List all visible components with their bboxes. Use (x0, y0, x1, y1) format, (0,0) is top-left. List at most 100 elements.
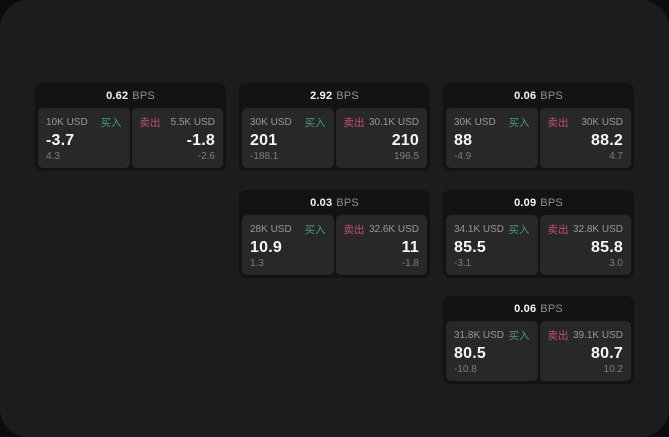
bps-header: 0.03 BPS (239, 190, 430, 215)
sell-tile[interactable]: 卖出 32.8K USD 85.8 3.0 (539, 215, 631, 275)
buy-tile-header: 30K USD 买入 (250, 115, 326, 130)
sell-tile-header: 卖出 32.8K USD (548, 222, 624, 237)
sell-tile[interactable]: 卖出 30K USD 88.2 4.7 (539, 108, 631, 168)
sell-side-label: 卖出 (343, 117, 365, 129)
buy-tile[interactable]: 30K USD 买入 201 -188.1 (242, 108, 334, 168)
quote-tiles: 30K USD 买入 88 -4.9 卖出 30K USD 88.2 4.7 (443, 108, 634, 171)
quote-card: 0.09 BPS 34.1K USD 买入 85.5 -3.1 卖出 32.8K… (443, 190, 634, 278)
bps-unit-label: BPS (540, 302, 563, 315)
buy-delta: -4.9 (454, 151, 472, 162)
quote-card: 0.06 BPS 31.8K USD 买入 80.5 -10.8 卖出 39.1… (443, 296, 634, 384)
buy-tile[interactable]: 31.8K USD 买入 80.5 -10.8 (446, 321, 538, 381)
sell-amount: 5.5K USD (170, 117, 215, 128)
sell-price: 11 (401, 238, 419, 256)
bps-unit-label: BPS (540, 196, 563, 209)
buy-amount: 31.8K USD (454, 330, 505, 341)
sell-delta: -1.8 (401, 258, 419, 269)
sell-side-label: 卖出 (343, 224, 365, 236)
buy-tile[interactable]: 34.1K USD 买入 85.5 -3.1 (446, 215, 538, 275)
quote-tiles: 34.1K USD 买入 85.5 -3.1 卖出 32.8K USD 85.8… (443, 215, 634, 278)
buy-tile[interactable]: 30K USD 买入 88 -4.9 (446, 108, 538, 168)
buy-amount: 30K USD (250, 117, 292, 128)
buy-price: -3.7 (46, 131, 75, 149)
buy-amount: 10K USD (46, 117, 88, 128)
sell-tile-header: 卖出 39.1K USD (548, 328, 624, 343)
sell-delta: 4.7 (609, 151, 623, 162)
sell-amount: 30.1K USD (368, 117, 419, 128)
buy-side-label: 买入 (508, 330, 530, 342)
sell-price: 80.7 (591, 344, 623, 362)
sell-price: 210 (391, 131, 419, 149)
sell-tile-header: 卖出 30.1K USD (344, 115, 420, 130)
bps-header: 0.06 BPS (443, 83, 634, 108)
sell-side-label: 卖出 (547, 117, 569, 129)
bps-unit-label: BPS (336, 196, 359, 209)
bps-value: 0.06 (514, 89, 537, 102)
sell-price: -1.8 (186, 131, 215, 149)
sell-amount: 39.1K USD (572, 330, 623, 341)
quote-card: 0.03 BPS 28K USD 买入 10.9 1.3 卖出 32.6K US… (239, 190, 430, 278)
sell-tile[interactable]: 卖出 30.1K USD 210 196.5 (335, 108, 427, 168)
buy-price: 88 (454, 131, 473, 149)
buy-tile[interactable]: 10K USD 买入 -3.7 4.3 (38, 108, 130, 168)
sell-side-label: 卖出 (547, 224, 569, 236)
buy-delta: -3.1 (454, 258, 472, 269)
buy-side-label: 买入 (304, 117, 326, 129)
buy-side-label: 买入 (508, 224, 530, 236)
buy-delta: -10.8 (454, 364, 477, 375)
quote-card: 0.62 BPS 10K USD 买入 -3.7 4.3 卖出 5.5K USD… (35, 83, 226, 171)
buy-tile-header: 31.8K USD 买入 (454, 328, 530, 343)
buy-tile-header: 28K USD 买入 (250, 222, 326, 237)
buy-side-label: 买入 (304, 224, 326, 236)
buy-price: 201 (250, 131, 278, 149)
sell-delta: 3.0 (609, 258, 623, 269)
sell-amount: 30K USD (581, 117, 623, 128)
sell-price: 85.8 (591, 238, 623, 256)
buy-tile[interactable]: 28K USD 买入 10.9 1.3 (242, 215, 334, 275)
bps-header: 0.62 BPS (35, 83, 226, 108)
bps-value: 0.09 (514, 196, 537, 209)
bps-header: 0.06 BPS (443, 296, 634, 321)
quote-tiles: 10K USD 买入 -3.7 4.3 卖出 5.5K USD -1.8 -2.… (35, 108, 226, 171)
sell-delta: 10.2 (603, 364, 623, 375)
sell-delta: 196.5 (393, 151, 419, 162)
sell-tile-header: 卖出 5.5K USD (140, 115, 216, 130)
bps-value: 0.06 (514, 302, 537, 315)
bps-header: 2.92 BPS (239, 83, 430, 108)
sell-tile[interactable]: 卖出 32.6K USD 11 -1.8 (335, 215, 427, 275)
bps-value: 2.92 (310, 89, 333, 102)
sell-tile[interactable]: 卖出 5.5K USD -1.8 -2.6 (131, 108, 223, 168)
bps-unit-label: BPS (336, 89, 359, 102)
bps-header: 0.09 BPS (443, 190, 634, 215)
sell-amount: 32.6K USD (368, 224, 419, 235)
buy-delta: 4.3 (46, 151, 60, 162)
buy-amount: 30K USD (454, 117, 496, 128)
sell-delta: -2.6 (197, 151, 215, 162)
buy-tile-header: 34.1K USD 买入 (454, 222, 530, 237)
bps-value: 0.03 (310, 196, 333, 209)
quote-card: 0.06 BPS 30K USD 买入 88 -4.9 卖出 30K USD 8… (443, 83, 634, 171)
buy-amount: 34.1K USD (454, 224, 505, 235)
sell-amount: 32.8K USD (572, 224, 623, 235)
buy-price: 85.5 (454, 238, 486, 256)
buy-tile-header: 10K USD 买入 (46, 115, 122, 130)
buy-price: 80.5 (454, 344, 486, 362)
quote-tiles: 28K USD 买入 10.9 1.3 卖出 32.6K USD 11 -1.8 (239, 215, 430, 278)
sell-tile[interactable]: 卖出 39.1K USD 80.7 10.2 (539, 321, 631, 381)
bps-value: 0.62 (106, 89, 129, 102)
buy-side-label: 买入 (508, 117, 530, 129)
sell-side-label: 卖出 (139, 117, 161, 129)
sell-tile-header: 卖出 32.6K USD (344, 222, 420, 237)
sell-tile-header: 卖出 30K USD (548, 115, 624, 130)
buy-side-label: 买入 (100, 117, 122, 129)
buy-amount: 28K USD (250, 224, 292, 235)
sell-price: 88.2 (591, 131, 623, 149)
bps-unit-label: BPS (132, 89, 155, 102)
buy-delta: 1.3 (250, 258, 264, 269)
quote-card: 2.92 BPS 30K USD 买入 201 -188.1 卖出 30.1K … (239, 83, 430, 171)
bps-unit-label: BPS (540, 89, 563, 102)
buy-price: 10.9 (250, 238, 282, 256)
buy-delta: -188.1 (250, 151, 279, 162)
sell-side-label: 卖出 (547, 330, 569, 342)
